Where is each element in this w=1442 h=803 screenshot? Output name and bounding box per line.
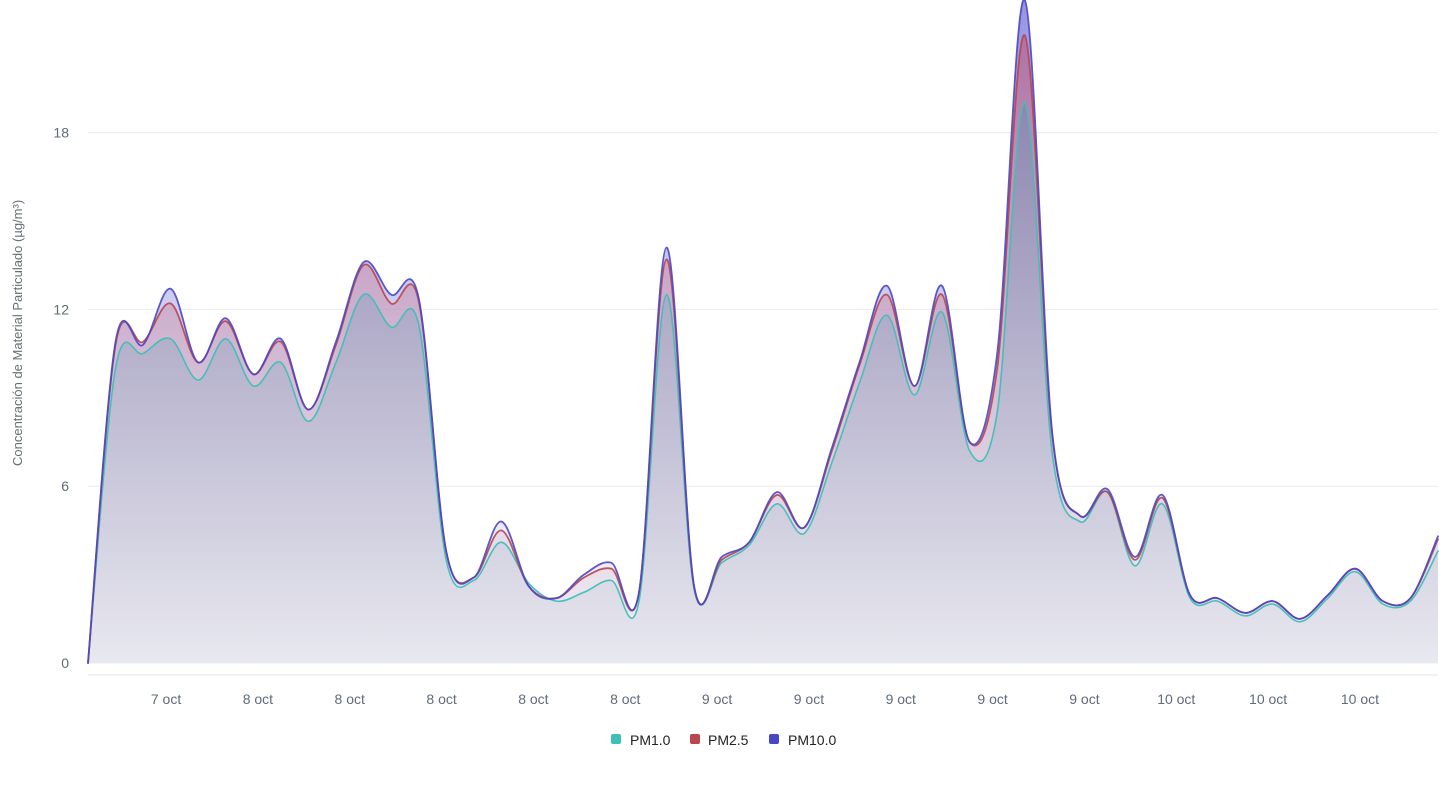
legend-item-pm10[interactable]: PM10.0 — [769, 732, 836, 748]
legend-swatch-pm25 — [690, 734, 700, 744]
x-tick-label: 9 oct — [1069, 691, 1099, 707]
legend-label-pm1: PM1.0 — [630, 732, 671, 748]
x-tick-label: 8 oct — [335, 691, 365, 707]
x-tick-label: 9 oct — [794, 691, 824, 707]
x-tick-label: 9 oct — [886, 691, 916, 707]
legend-swatch-pm1 — [611, 734, 621, 744]
y-tick-label: 0 — [61, 655, 69, 671]
x-tick-label: 9 oct — [702, 691, 732, 707]
legend: PM1.0 PM2.5 PM10.0 — [611, 732, 836, 748]
legend-swatch-pm10 — [769, 734, 779, 744]
area-pm10 — [88, 102, 1438, 664]
series-layer — [87, 0, 1439, 664]
y-tick-label: 12 — [53, 301, 69, 317]
x-tick-label: 8 oct — [243, 691, 273, 707]
x-tick-label: 8 oct — [426, 691, 456, 707]
y-axis-title: Concentración de Material Particulado (µ… — [10, 200, 25, 466]
x-tick-label: 10 oct — [1341, 691, 1379, 707]
axis-layer: 0 6 12 18 7 oct 8 oct 8 oct 8 oct 8 oct 8 oct 9 oc… — [53, 125, 1438, 707]
x-tick-label: 8 oct — [610, 691, 640, 707]
series-line-pm100 — [87, 0, 1439, 664]
y-tick-label: 18 — [53, 125, 69, 141]
x-tick-label: 10 oct — [1249, 691, 1287, 707]
x-tick-label: 7 oct — [151, 691, 181, 707]
legend-item-pm1[interactable]: PM1.0 — [611, 732, 671, 748]
y-tick-label: 6 — [61, 478, 69, 494]
legend-item-pm25[interactable]: PM2.5 — [690, 732, 749, 748]
series-line-pm10 — [87, 102, 1439, 664]
x-tick-label: 8 oct — [518, 691, 548, 707]
legend-label-pm10: PM10.0 — [788, 732, 836, 748]
legend-label-pm25: PM2.5 — [708, 732, 749, 748]
x-tick-label: 10 oct — [1157, 691, 1195, 707]
x-tick-label: 9 oct — [977, 691, 1007, 707]
